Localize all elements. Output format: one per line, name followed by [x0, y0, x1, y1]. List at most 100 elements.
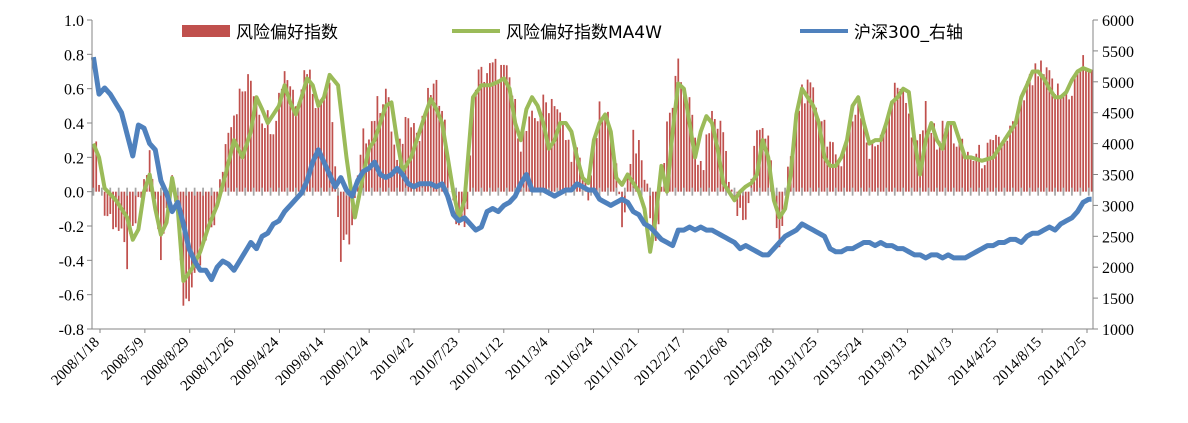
- risk-index-bar: [699, 160, 702, 192]
- zero-band-mark: [927, 187, 930, 196]
- risk-index-bar: [117, 191, 120, 231]
- risk-index-bar: [559, 112, 562, 192]
- risk-index-bar: [196, 191, 199, 264]
- zero-band-mark: [834, 187, 837, 196]
- x-tick-label: 2014/12/5: [1035, 335, 1089, 389]
- risk-index-bar: [986, 142, 989, 192]
- zero-band-mark: [1020, 187, 1023, 196]
- risk-index-bar: [519, 151, 522, 192]
- risk-index-bar: [871, 142, 874, 192]
- zero-band-mark: [1079, 187, 1082, 196]
- zero-band-mark: [413, 187, 415, 196]
- risk-index-bar: [941, 120, 944, 192]
- risk-index-bar: [286, 80, 289, 192]
- risk-index-bar: [238, 88, 241, 192]
- zero-band-mark: [843, 187, 846, 196]
- zero-band-mark: [438, 187, 441, 196]
- risk-index-bar: [609, 136, 612, 192]
- risk-index-bar: [691, 114, 694, 192]
- risk-index-bar: [320, 99, 323, 192]
- right-tick-label: 6000: [1102, 13, 1134, 30]
- zero-band-mark: [1062, 187, 1065, 196]
- risk-index-bar: [840, 166, 843, 192]
- risk-index-bar: [522, 130, 525, 192]
- left-tick-label: 0.4: [64, 116, 84, 133]
- risk-index-bar: [438, 105, 441, 192]
- risk-index-bar: [303, 70, 306, 192]
- zero-band-mark: [472, 187, 474, 196]
- zero-band-mark: [691, 187, 694, 196]
- risk-index-bar: [190, 191, 193, 288]
- risk-index-bar: [1079, 71, 1082, 192]
- risk-index-bar: [713, 119, 716, 192]
- risk-index-bar: [1087, 70, 1090, 192]
- zero-band-mark: [278, 187, 280, 196]
- risk-index-bar: [545, 102, 547, 192]
- risk-index-bar: [500, 64, 502, 192]
- risk-index-bar: [761, 128, 764, 192]
- risk-index-bar: [711, 110, 713, 192]
- risk-index-bar: [362, 128, 365, 192]
- risk-index-bar: [1023, 100, 1025, 192]
- risk-index-bar: [640, 160, 643, 192]
- risk-index-bar: [618, 191, 621, 195]
- risk-index-bar: [702, 170, 705, 192]
- risk-index-bar: [477, 69, 480, 192]
- risk-index-bar: [489, 63, 491, 192]
- zero-band-mark: [379, 187, 382, 196]
- risk-index-bar: [387, 97, 390, 192]
- zero-band-mark: [244, 187, 247, 196]
- risk-index-bar: [747, 191, 750, 204]
- zero-band-mark: [1054, 187, 1056, 196]
- risk-index-bar: [688, 97, 691, 192]
- risk-index-bar: [570, 161, 573, 192]
- risk-index-bar: [730, 189, 733, 192]
- risk-index-bar: [491, 62, 494, 192]
- right-tick-label: 1000: [1102, 322, 1134, 339]
- risk-index-bar: [756, 130, 758, 192]
- risk-index-bar: [607, 111, 609, 192]
- risk-index-bar: [1003, 137, 1006, 192]
- risk-index-bar: [446, 160, 449, 192]
- risk-index-bar: [981, 168, 983, 192]
- zero-band-mark: [421, 187, 424, 196]
- x-tick-label: 2014/8/15: [991, 335, 1045, 389]
- left-tick-label: -0.4: [59, 253, 84, 270]
- zero-band-mark: [877, 187, 879, 196]
- risk-index-bar: [1082, 55, 1085, 192]
- right-tick-label: 4000: [1102, 137, 1134, 154]
- risk-index-bar: [798, 110, 801, 192]
- risk-index-bar: [472, 110, 474, 192]
- zero-band-mark: [480, 187, 483, 196]
- x-tick-label: 2013/9/13: [856, 335, 910, 389]
- risk-index-bar: [899, 88, 902, 192]
- zero-band-mark: [328, 187, 331, 196]
- risk-index-bar: [306, 74, 308, 192]
- risk-index-bar: [1042, 74, 1045, 192]
- zero-band-mark: [134, 187, 137, 196]
- risk-index-bar: [109, 191, 112, 214]
- x-tick-label: 2009/4/24: [228, 334, 283, 389]
- risk-index-bar: [902, 87, 905, 192]
- zero-band-mark: [387, 187, 390, 196]
- zero-band-mark: [640, 187, 643, 196]
- zero-band-mark: [337, 187, 339, 196]
- lines-layer: [90, 56, 1093, 283]
- risk-index-bar: [98, 184, 100, 192]
- zero-band-mark: [92, 187, 95, 196]
- risk-index-bar: [952, 143, 955, 192]
- risk-index-bar: [314, 108, 317, 192]
- risk-index-bar: [955, 146, 958, 192]
- zero-band-mark: [1071, 187, 1073, 196]
- risk-index-bar: [896, 87, 899, 192]
- risk-index-bar: [860, 118, 862, 192]
- risk-index-bar: [1034, 63, 1037, 192]
- risk-index-bar: [205, 191, 207, 241]
- risk-index-bar: [432, 83, 435, 192]
- risk-index-bar: [1017, 105, 1020, 192]
- risk-index-bar: [685, 105, 688, 192]
- zero-band-mark: [868, 187, 871, 196]
- risk-index-bar: [280, 88, 283, 192]
- left-tick-label: 0.0: [64, 185, 84, 202]
- zero-band-mark: [708, 187, 711, 196]
